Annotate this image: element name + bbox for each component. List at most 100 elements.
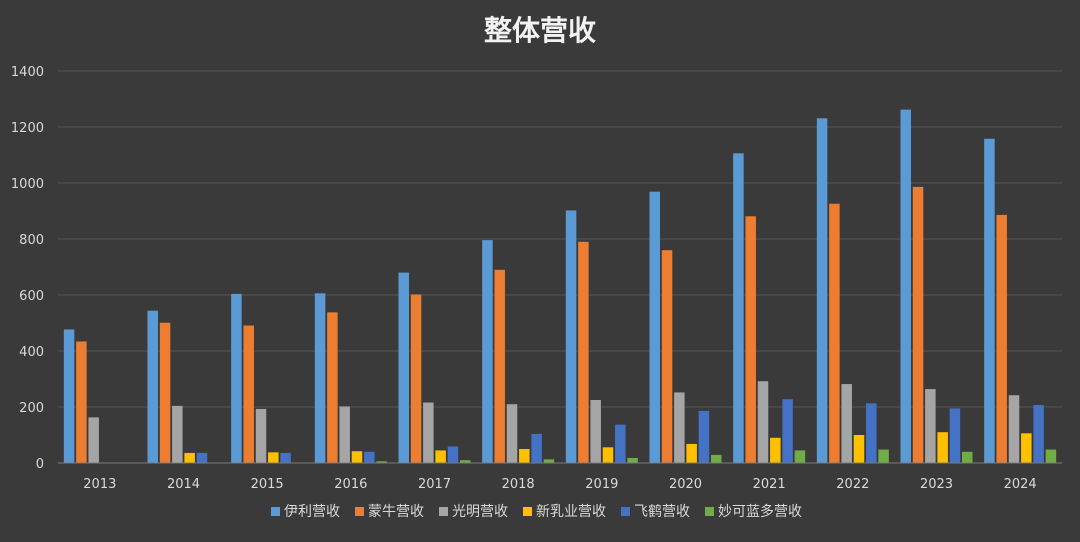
bar [268,452,279,463]
y-tick-label: 600 [19,289,44,304]
bar [398,272,409,463]
bar [949,408,961,463]
bar [602,447,614,463]
bar [184,452,195,463]
bar [853,435,865,463]
bar [962,451,973,463]
legend: 伊利营收 蒙牛营收 光明营收 新乳业营收 飞鹤营收 妙可蓝多营收 [271,503,802,520]
bar [900,109,911,463]
y-axis-ticks: 0 200 400 600 800 1000 1200 1400 [11,65,44,472]
legend-swatch [439,507,448,516]
x-tick-label: 2020 [669,477,702,492]
legend-label: 光明营收 [452,504,508,520]
bar [435,450,446,463]
bar [711,454,722,463]
bar [376,461,387,463]
bar [314,293,326,463]
bar [841,384,852,463]
x-tick-label: 2023 [920,477,953,492]
bar [196,452,208,463]
x-tick-label: 2013 [83,477,116,492]
x-tick-label: 2024 [1004,477,1037,492]
bar [76,341,87,463]
bar [698,410,710,463]
legend-label: 伊利营收 [284,504,340,520]
x-tick-label: 2014 [167,477,200,492]
y-tick-label: 400 [19,345,44,360]
bar [482,240,493,463]
x-tick-label: 2019 [585,477,618,492]
bar [794,450,806,463]
bar [447,446,459,463]
legend-swatch [271,507,280,516]
legend-item: 新乳业营收 [523,504,606,520]
bar [984,138,995,463]
legend-item: 妙可蓝多营收 [705,503,802,520]
y-tick-label: 200 [19,401,44,416]
bar [733,153,744,463]
legend-item: 飞鹤营收 [621,504,690,520]
bar [674,392,685,463]
x-tick-label: 2022 [836,477,869,492]
bar [578,241,589,463]
bar [506,404,518,463]
bar [782,399,793,463]
legend-label: 新乳业营收 [536,504,606,520]
bar [519,449,530,463]
bar [63,329,75,463]
bar [364,451,375,463]
bar [757,381,769,463]
bar [410,294,422,463]
x-tick-label: 2015 [251,477,284,492]
bar [996,214,1007,463]
bars [63,109,1057,464]
bar [159,322,171,463]
bar [590,400,601,463]
legend-label: 蒙牛营收 [368,504,424,520]
bar [231,293,242,463]
legend-swatch [705,507,714,516]
bar [1008,395,1020,463]
bar [649,191,660,463]
bar [565,210,577,463]
x-tick-label: 2017 [418,477,451,492]
bar [1045,449,1057,463]
bar [912,186,924,464]
bar [925,389,936,463]
bar [243,325,254,463]
y-tick-label: 0 [36,457,44,472]
bar [1021,433,1032,463]
bar [661,250,673,463]
bar [770,437,781,463]
y-tick-label: 1000 [11,177,44,192]
bar [423,402,434,463]
bar [339,406,350,463]
bar [494,269,505,463]
bar [686,443,697,463]
chart-title: 整体营收 [484,14,596,47]
bar [543,459,555,463]
x-tick-label: 2018 [502,477,535,492]
legend-item: 蒙牛营收 [355,504,424,520]
bar [1033,405,1044,463]
bar [460,460,471,463]
bar [829,203,840,463]
legend-swatch [355,507,364,516]
bar [627,457,638,463]
bar [866,403,877,463]
bar [816,118,828,463]
bar [745,216,756,463]
bar [88,417,99,463]
y-tick-label: 800 [19,233,44,248]
bar [327,312,338,463]
bar [255,408,267,463]
gridlines [58,70,1062,408]
bar [280,452,291,463]
y-tick-label: 1400 [11,65,44,80]
legend-label: 飞鹤营收 [634,504,690,520]
bar [147,310,158,463]
y-tick-label: 1200 [11,121,44,136]
legend-swatch [523,507,532,516]
bar [531,433,542,463]
